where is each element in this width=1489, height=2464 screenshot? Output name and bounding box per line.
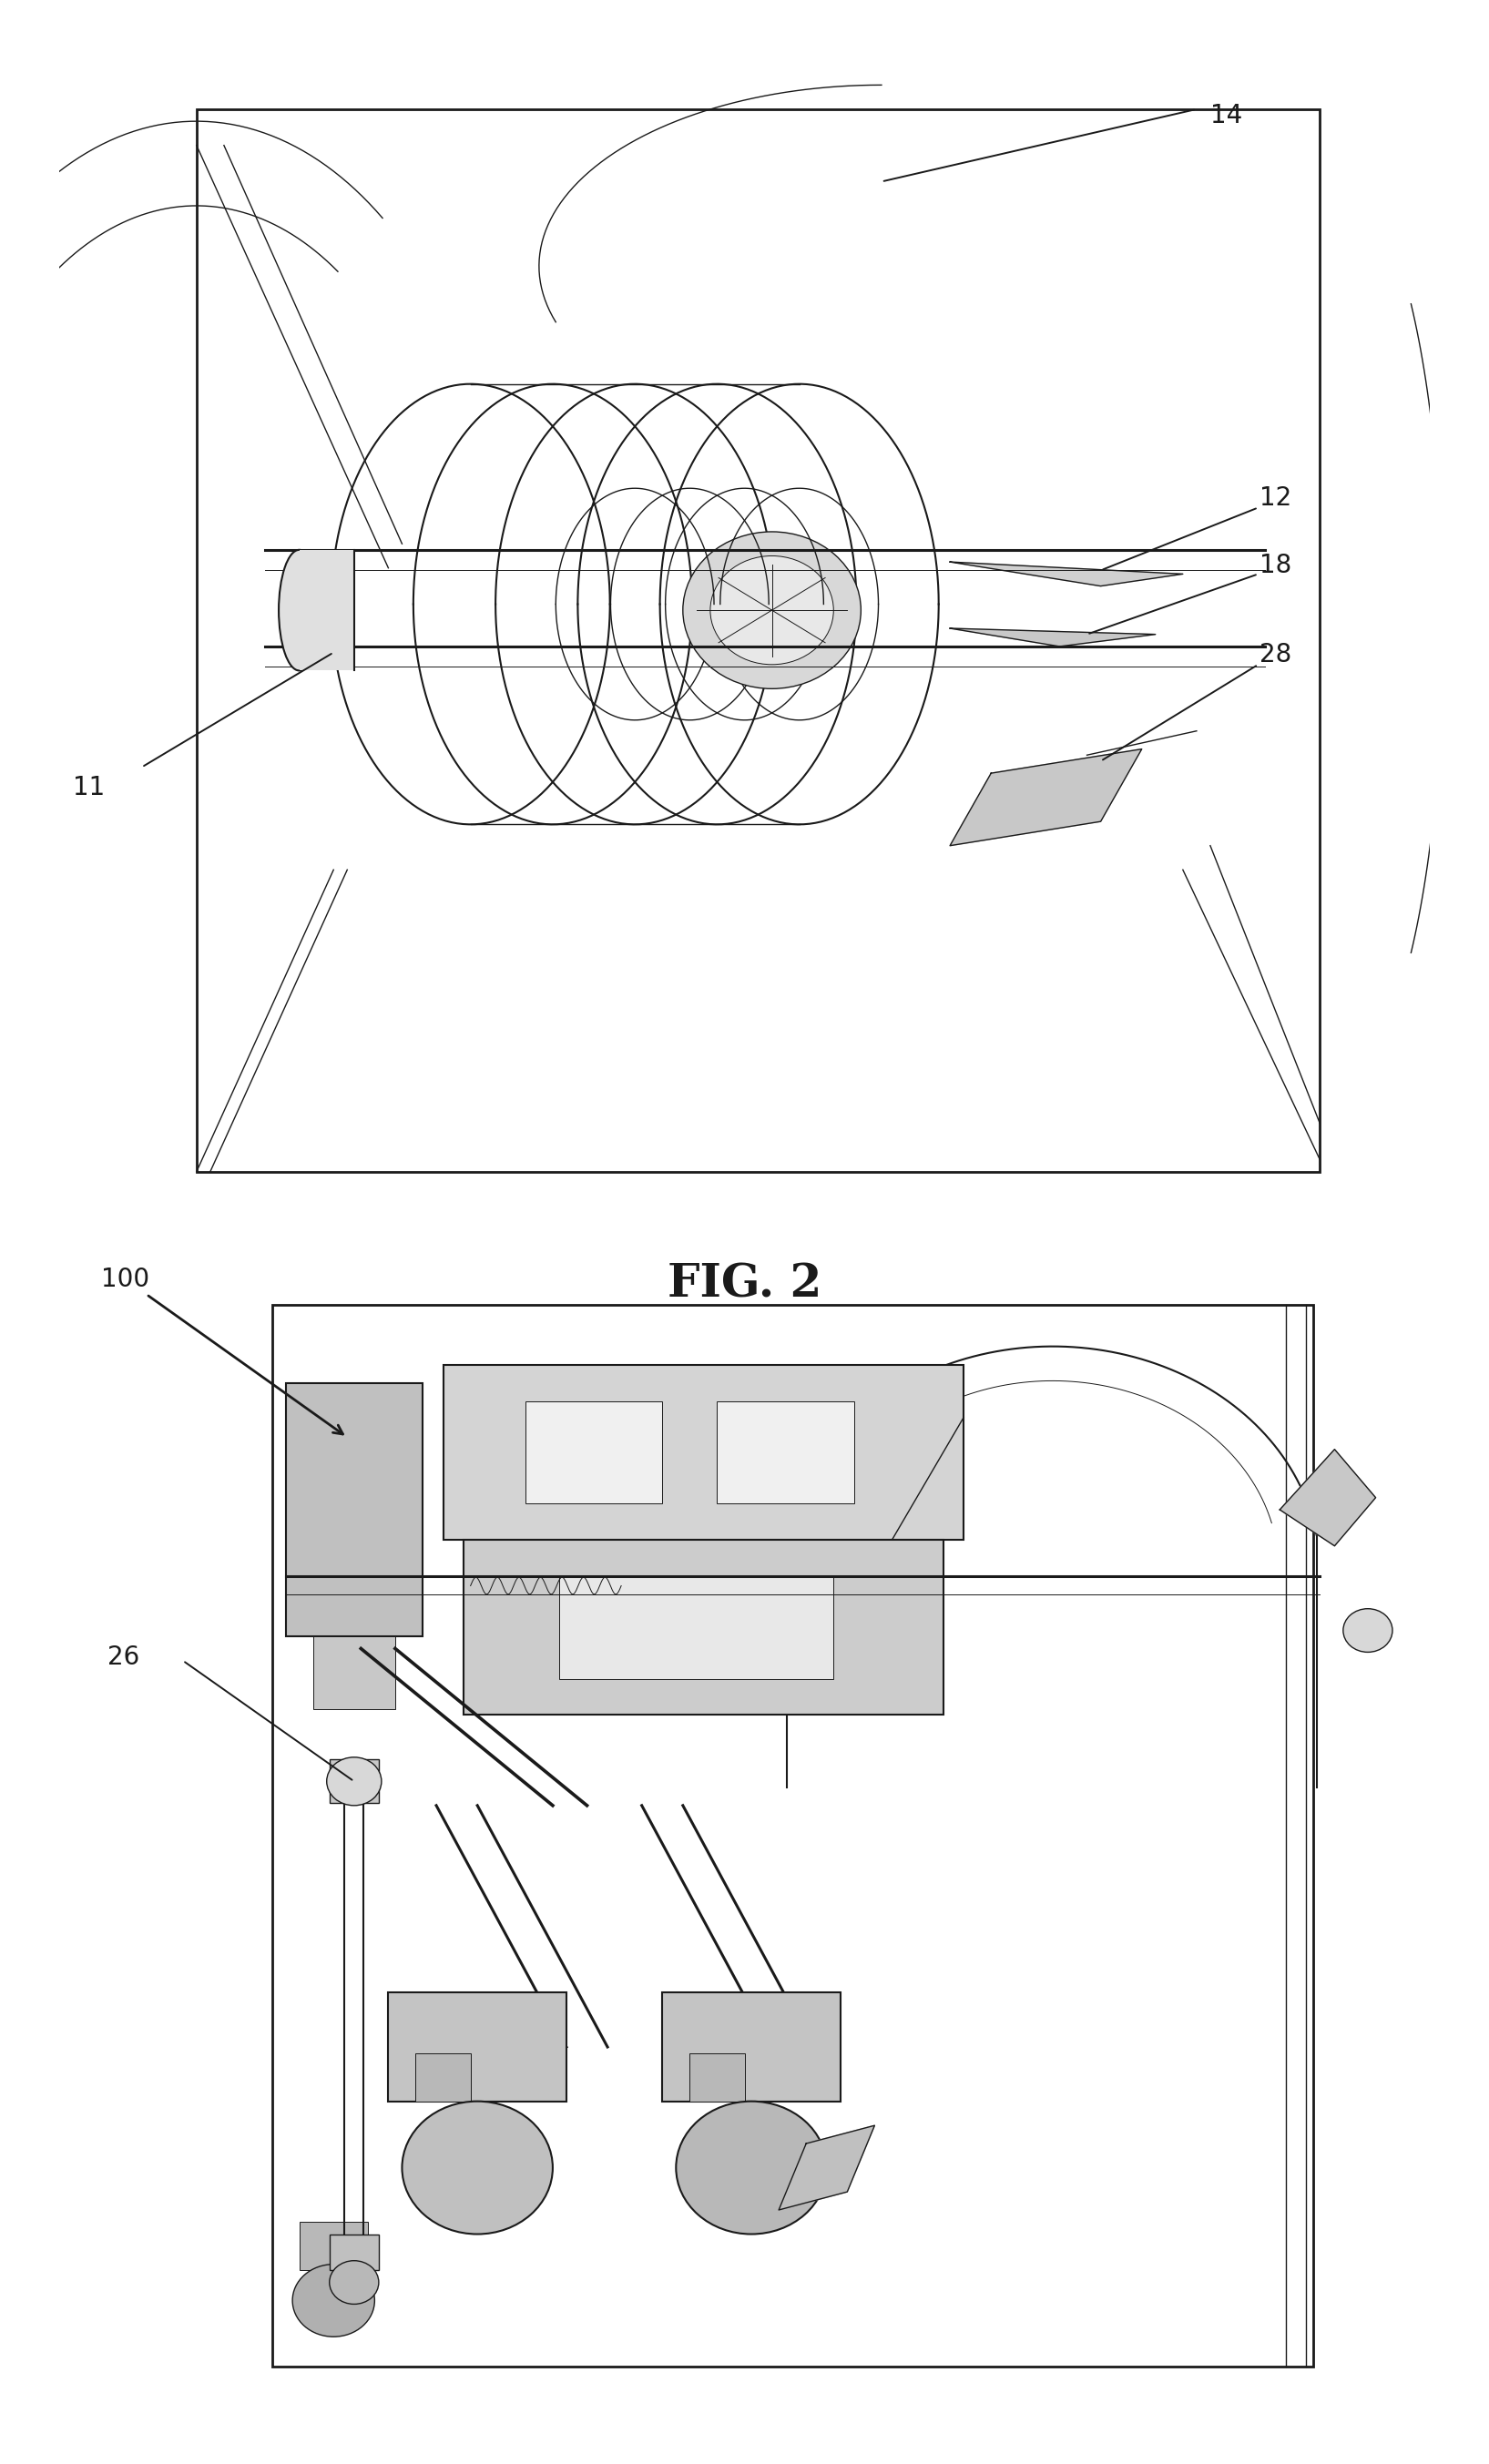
Text: 11: 11	[73, 776, 106, 801]
Bar	[560, 1577, 834, 1678]
Bar	[299, 2223, 368, 2269]
Bar	[272, 1303, 1313, 2368]
Circle shape	[329, 2259, 378, 2304]
Bar	[463, 1540, 943, 1715]
Circle shape	[326, 1757, 381, 1806]
Circle shape	[1343, 1609, 1392, 1653]
Bar	[329, 1759, 378, 1804]
Bar	[663, 1993, 840, 2102]
Polygon shape	[950, 562, 1182, 586]
Circle shape	[710, 557, 834, 665]
Text: 100: 100	[101, 1266, 342, 1434]
Polygon shape	[950, 749, 1142, 845]
Polygon shape	[1279, 1449, 1376, 1545]
Bar	[299, 549, 354, 670]
Ellipse shape	[278, 549, 320, 670]
Circle shape	[683, 532, 861, 687]
Text: 14: 14	[1211, 103, 1242, 128]
FancyBboxPatch shape	[689, 2053, 744, 2102]
Text: 12: 12	[1260, 485, 1291, 510]
Bar	[718, 1402, 855, 1503]
Bar	[526, 1402, 663, 1503]
Bar	[389, 1993, 566, 2102]
Bar	[444, 1365, 963, 1540]
Circle shape	[676, 2102, 826, 2235]
Circle shape	[292, 2264, 375, 2336]
Text: 26: 26	[107, 1643, 140, 1671]
Polygon shape	[779, 2126, 874, 2210]
Text: FIG. 2: FIG. 2	[667, 1262, 822, 1306]
Bar	[197, 108, 1319, 1173]
Text: 28: 28	[1260, 643, 1291, 668]
Bar	[286, 1382, 423, 1636]
Text: 18: 18	[1260, 552, 1291, 579]
Circle shape	[402, 2102, 552, 2235]
Bar	[313, 1636, 395, 1710]
FancyBboxPatch shape	[415, 2053, 471, 2102]
Polygon shape	[950, 628, 1155, 646]
Bar	[329, 2235, 378, 2269]
